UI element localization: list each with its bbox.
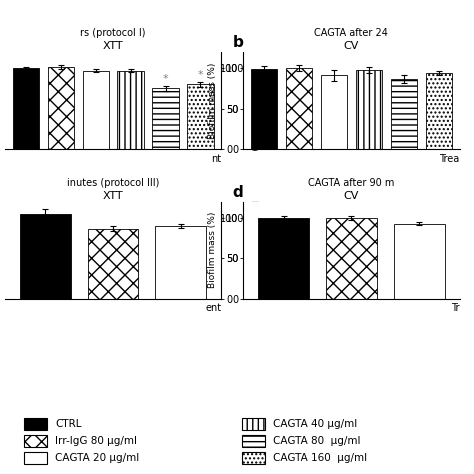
Bar: [326, 218, 377, 299]
Bar: [13, 68, 39, 149]
Title: XTT: XTT: [103, 41, 123, 51]
Bar: [426, 73, 452, 149]
Y-axis label: Metabolic Activity (%): Metabolic Activity (%): [249, 51, 258, 150]
Bar: [251, 69, 277, 149]
Legend: CAGTA 40 μg/ml, CAGTA 80  μg/ml, CAGTA 160  μg/ml: CAGTA 40 μg/ml, CAGTA 80 μg/ml, CAGTA 16…: [242, 418, 367, 464]
Bar: [118, 71, 144, 149]
Title: XTT: XTT: [103, 191, 123, 201]
Bar: [356, 70, 382, 149]
Text: *: *: [163, 74, 168, 84]
Text: Trea: Trea: [439, 154, 460, 164]
Y-axis label: Biofilm mass (%): Biofilm mass (%): [208, 212, 217, 289]
Bar: [258, 218, 309, 299]
Legend: CTRL, Irr-IgG 80 μg/ml, CAGTA 20 μg/ml: CTRL, Irr-IgG 80 μg/ml, CAGTA 20 μg/ml: [24, 418, 140, 464]
Bar: [187, 84, 214, 149]
Text: nt: nt: [211, 154, 221, 164]
Bar: [20, 214, 71, 299]
Text: CAGTA after 90 m: CAGTA after 90 m: [308, 178, 395, 188]
Bar: [155, 226, 206, 299]
Text: b: b: [232, 35, 243, 50]
Y-axis label: Biofilm mass (%): Biofilm mass (%): [208, 62, 217, 139]
Bar: [88, 228, 138, 299]
Bar: [394, 224, 445, 299]
Text: d: d: [232, 184, 243, 200]
Text: CAGTA after 24: CAGTA after 24: [315, 28, 388, 38]
Text: *: *: [198, 70, 203, 80]
Bar: [286, 68, 312, 149]
Y-axis label: Metabolic Activity (%): Metabolic Activity (%): [249, 201, 258, 300]
Text: inutes (protocol III): inutes (protocol III): [67, 178, 159, 188]
Bar: [47, 67, 74, 149]
Text: ent: ent: [205, 303, 221, 313]
Text: Tr: Tr: [451, 303, 460, 313]
Bar: [153, 88, 179, 149]
Text: rs (protocol I): rs (protocol I): [80, 28, 146, 38]
Bar: [321, 75, 347, 149]
Bar: [82, 71, 109, 149]
Title: CV: CV: [344, 191, 359, 201]
Bar: [391, 79, 417, 149]
Title: CV: CV: [344, 41, 359, 51]
